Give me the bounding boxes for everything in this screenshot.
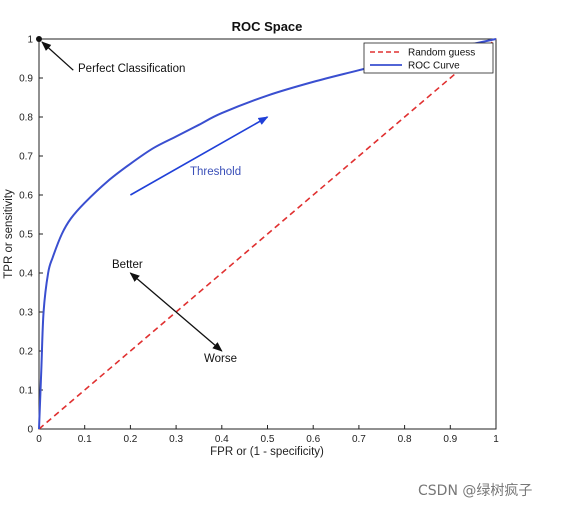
legend-label-roc-curve: ROC Curve [408, 61, 460, 72]
x-tick-label: 1 [493, 434, 499, 445]
x-axis-label: FPR or (1 - specificity) [210, 446, 324, 458]
y-axis-ticks: 0 0.1 0.2 0.3 0.4 0.5 0.6 0.7 0.8 0.9 1 [19, 35, 43, 436]
y-tick-label: 0.4 [19, 269, 33, 280]
x-axis-ticks: 0 0.1 0.2 0.3 0.4 0.5 0.6 0.7 0.8 0.9 1 [36, 425, 499, 445]
roc-chart: ROC Space 0 0.1 0.2 0.3 0.4 0.5 0.6 0.7 0.8 0.9 1 … [3, 19, 499, 458]
series-line-random-guess [38, 38, 497, 430]
x-tick-label: 0.9 [443, 434, 457, 445]
x-tick-label: 0 [36, 434, 42, 445]
legend-label-random-guess: Random guess [408, 48, 475, 59]
x-tick-label: 0.5 [261, 434, 275, 445]
y-tick-label: 0.2 [19, 347, 33, 358]
annotation-worse: Worse [204, 353, 237, 365]
better-arrow [129, 272, 177, 313]
legend: Random guess ROC Curve [363, 42, 494, 74]
annotation-threshold: Threshold [190, 166, 241, 178]
y-tick-label: 0.7 [19, 152, 33, 163]
series-line-roc-curve [38, 38, 497, 430]
x-tick-label: 0.6 [306, 434, 320, 445]
y-tick-label: 0.3 [19, 308, 33, 319]
x-tick-label: 0.4 [215, 434, 229, 445]
annotation-better: Better [112, 259, 143, 271]
x-tick-label: 0.1 [78, 434, 92, 445]
worse-arrow [175, 311, 223, 352]
y-tick-label: 0.8 [19, 113, 33, 124]
watermark-text: CSDN @绿树疯子 [418, 483, 533, 499]
y-axis-label: TPR or sensitivity [3, 189, 15, 279]
y-tick-label: 1 [27, 35, 33, 46]
y-tick-label: 0 [27, 425, 33, 436]
y-tick-label: 0.6 [19, 191, 33, 202]
x-tick-label: 0.7 [352, 434, 366, 445]
annotation-perfect-classification: Perfect Classification [78, 63, 185, 75]
y-tick-label: 0.9 [19, 74, 33, 85]
legend-box [363, 42, 494, 74]
x-tick-label: 0.3 [169, 434, 183, 445]
x-tick-label: 0.2 [123, 434, 137, 445]
y-tick-label: 0.5 [19, 230, 33, 241]
perfect-classification-arrow [41, 41, 74, 71]
perfect-classification-point [36, 36, 42, 42]
x-tick-label: 0.8 [398, 434, 412, 445]
y-tick-label: 0.1 [19, 386, 33, 397]
threshold-arrow [130, 116, 269, 196]
chart-title: ROC Space [232, 19, 303, 34]
